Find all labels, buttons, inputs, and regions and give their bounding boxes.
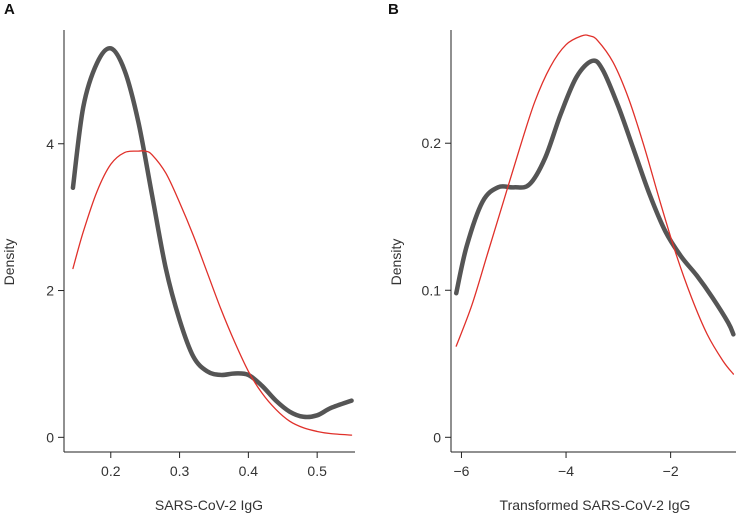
panel-a-kernel-density-line (70, 45, 354, 420)
panel-b-y-tick-label: 0.1 (422, 282, 442, 298)
panel-b-x-tick-label: −2 (663, 463, 679, 479)
panel-b-label: B (388, 1, 399, 18)
panel-a-x-tick-label: 0.2 (101, 463, 121, 479)
panel-a-label: A (4, 1, 15, 18)
panel-b-x-axis-label: Transformed SARS-CoV-2 IgG (500, 497, 691, 513)
panel-a-normal-density-line (72, 150, 353, 436)
panel-a-y-axis-label: Density (1, 239, 17, 286)
panel-a-y-tick-label: 2 (46, 283, 54, 299)
panel-a-y-tick-label: 0 (46, 429, 54, 445)
panel-a-x-tick-label: 0.4 (239, 463, 259, 479)
panel-a-x-tick-label: 0.5 (307, 463, 327, 479)
panel-b-x-tick-label: −6 (453, 463, 469, 479)
panel-b-y-tick-label: 0.2 (422, 135, 442, 151)
panel-b: B −6 −4 −2 0 0.1 0.2 Transformed SARS-CoV-2 I… (388, 1, 736, 513)
panel-a-x-tick-label: 0.3 (170, 463, 190, 479)
panel-b-y-axis-label: Density (388, 239, 404, 286)
panel-b-x-tick-label: −4 (558, 463, 574, 479)
panel-b-y-tick-label: 0 (433, 429, 441, 445)
panel-b-normal-density-line (455, 34, 735, 375)
panel-a-x-axis-label: SARS-CoV-2 IgG (155, 497, 263, 513)
panel-b-kernel-density-line (453, 58, 736, 337)
panel-a: A 0.2 0.3 0.4 0.5 0 2 4 SARS-CoV-2 IgG Density (1, 1, 355, 513)
panel-a-y-tick-label: 4 (46, 136, 54, 152)
